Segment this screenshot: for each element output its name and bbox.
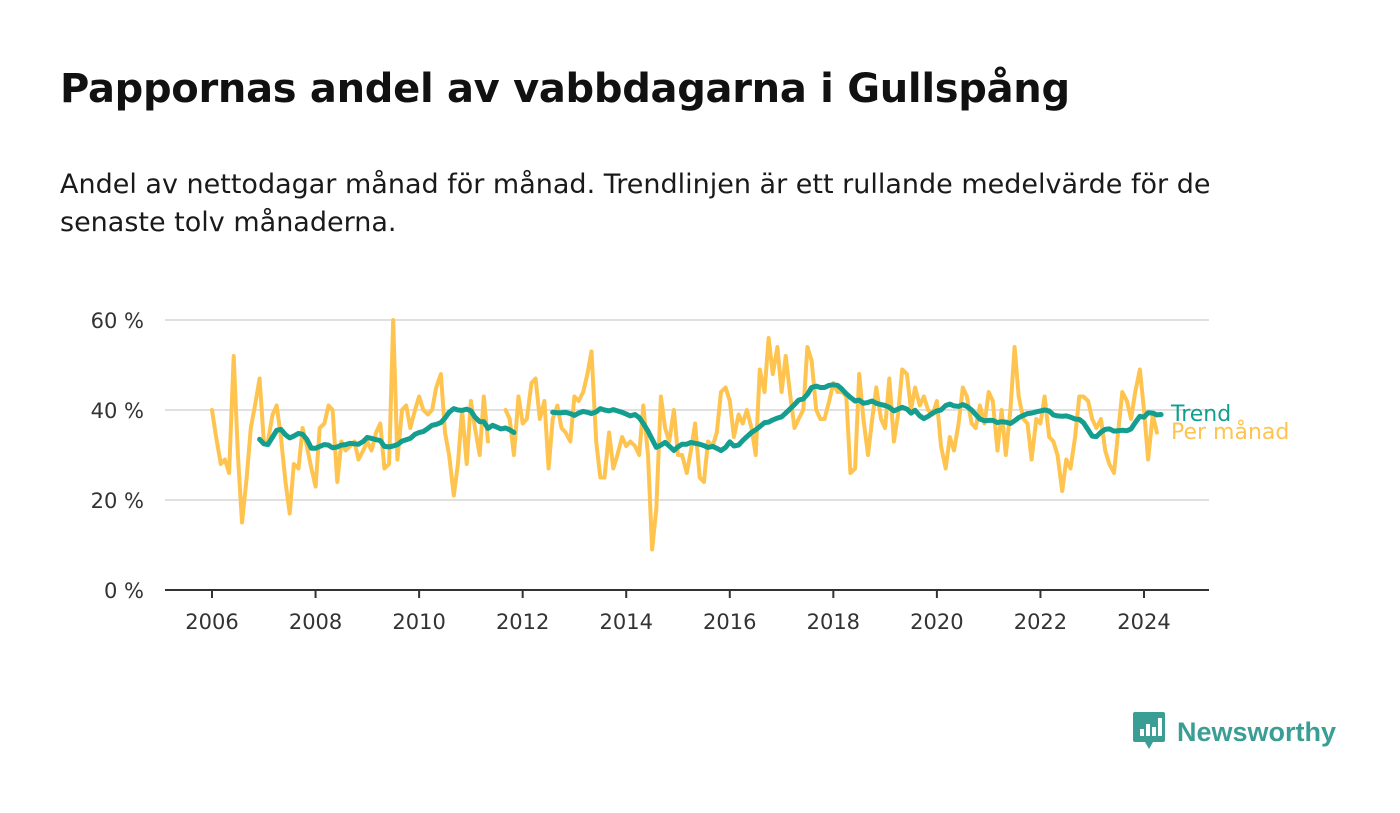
series-label: Trend [1170, 402, 1231, 427]
x-tick-label: 2014 [599, 610, 652, 634]
y-tick-label: 0 % [104, 579, 144, 603]
newsworthy-logo-icon [1133, 712, 1165, 749]
y-tick-label: 40 % [91, 399, 144, 423]
y-axis: 0 % 20 % 40 % 60 % [91, 309, 1209, 603]
brand[interactable]: Newsworthy [1131, 711, 1336, 753]
series-label: Per månad [1171, 419, 1289, 445]
x-tick-label: 2006 [185, 610, 238, 634]
x-tick-label: 2012 [496, 610, 549, 634]
chart-lines [210, 318, 1164, 552]
brand-name: Newsworthy [1177, 716, 1337, 747]
y-tick-label: 60 % [91, 309, 144, 333]
x-axis: 2006 2008 2010 2012 2014 2016 2018 2020 2022 2024 [185, 590, 1171, 634]
x-tick-label: 2022 [1014, 610, 1067, 634]
page-title: Pappornas andel av vabbdagarna i Gullspå… [60, 66, 1070, 112]
series-line-per-manad [210, 318, 1159, 552]
x-tick-label: 2020 [910, 610, 963, 634]
chart-subtitle: Andel av nettodagar månad för månad. Tre… [60, 169, 1211, 238]
x-tick-label: 2008 [289, 610, 342, 634]
x-tick-label: 2010 [392, 610, 445, 634]
series-line-trend [257, 382, 1164, 453]
y-tick-label: 20 % [91, 489, 144, 513]
x-tick-label: 2024 [1117, 610, 1170, 634]
x-tick-label: 2018 [807, 610, 860, 634]
x-tick-label: 2016 [703, 610, 756, 634]
